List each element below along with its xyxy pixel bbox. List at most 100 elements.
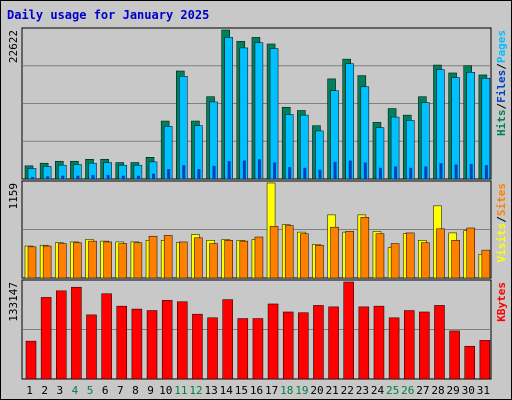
bar-kbytes-day-27 [419, 311, 430, 380]
bar-pages-day-21 [333, 161, 337, 179]
bar-pages-day-30 [469, 163, 473, 179]
bar-pages-day-4 [76, 175, 80, 179]
bar-kbytes-day-10 [161, 300, 173, 380]
bar-pages-day-6 [106, 175, 110, 179]
x-tick-day-17: 17 [265, 384, 278, 397]
bar-sites-day-20 [315, 244, 324, 279]
bar-pages-day-11 [182, 165, 186, 179]
bar-kbytes-day-16 [252, 318, 264, 380]
panel-volume-ymax-label: 133147 [7, 282, 20, 322]
bar-pages-day-16 [257, 159, 261, 179]
bar-sites-day-22 [345, 231, 354, 279]
x-tick-day-29: 29 [447, 384, 460, 397]
panel-visitors: 1159 Visits/Sites [7, 180, 508, 279]
bar-files-day-11 [179, 76, 188, 180]
x-tick-day-22: 22 [341, 384, 354, 397]
bar-kbytes-day-30 [464, 345, 475, 380]
bar-sites-day-9 [148, 235, 158, 279]
x-tick-day-7: 7 [117, 384, 124, 397]
bar-pages-day-17 [273, 162, 277, 179]
legend-separator-label: / [495, 63, 508, 70]
bar-kbytes-day-15 [237, 318, 249, 380]
bar-sites-day-23 [360, 217, 370, 279]
bar-files-day-29 [451, 77, 460, 180]
bar-kbytes-day-19 [298, 312, 309, 380]
bar-sites-day-21 [330, 226, 339, 279]
bar-kbytes-day-31 [479, 340, 491, 380]
bar-pages-day-1 [31, 177, 34, 179]
x-tick-day-3: 3 [57, 384, 64, 397]
x-tick-day-11: 11 [174, 384, 187, 397]
x-tick-day-18: 18 [280, 384, 293, 397]
bar-pages-day-14 [227, 161, 231, 179]
bar-pages-day-24 [378, 167, 382, 179]
bar-sites-day-29 [451, 240, 460, 279]
bar-kbytes-day-12 [192, 313, 203, 380]
bar-pages-day-19 [303, 167, 307, 179]
bar-sites-day-17 [269, 226, 279, 279]
bar-kbytes-day-11 [177, 301, 188, 380]
bar-kbytes-day-23 [358, 306, 370, 380]
x-tick-day-27: 27 [416, 384, 429, 397]
panel-visitors-legend: Visits/Sites [495, 183, 508, 263]
bar-pages-day-29 [454, 164, 458, 179]
x-tick-day-5: 5 [87, 384, 94, 397]
bar-pages-day-8 [136, 175, 140, 179]
bar-kbytes-day-3 [56, 290, 67, 380]
bar-sites-day-12 [194, 237, 203, 279]
bar-kbytes-day-29 [449, 330, 460, 380]
bar-sites-day-5 [88, 240, 97, 279]
panel-traffic-legend: Hits/Files/Pages [495, 30, 508, 136]
bar-files-day-30 [466, 72, 475, 180]
bar-pages-day-26 [409, 167, 413, 179]
bar-sites-day-1 [27, 246, 37, 279]
panel-visitors-ymax-label: 1159 [7, 183, 20, 210]
bar-pages-day-12 [197, 169, 201, 179]
bar-sites-day-19 [300, 233, 309, 279]
chart-panels: 22622Hits/Files/Pages1159Visits/Sites133… [7, 27, 508, 380]
bar-pages-day-23 [363, 162, 367, 179]
legend-visits-label: Visits [495, 223, 508, 263]
bar-pages-day-28 [439, 163, 443, 179]
bar-pages-day-25 [394, 166, 398, 179]
legend-separator-label: / [495, 216, 508, 223]
x-tick-day-16: 16 [250, 384, 263, 397]
legend-pages-label: Pages [495, 30, 508, 63]
x-tick-day-25: 25 [386, 384, 399, 397]
bar-sites-day-10 [163, 235, 173, 279]
bar-pages-day-10 [167, 169, 171, 179]
x-tick-day-10: 10 [159, 384, 172, 397]
bar-sites-day-16 [254, 236, 264, 279]
bar-kbytes-day-18 [282, 311, 294, 380]
bar-sites-day-3 [58, 243, 67, 279]
legend-hits-label: Hits [495, 110, 508, 137]
x-tick-day-19: 19 [295, 384, 308, 397]
bar-pages-day-15 [242, 160, 246, 179]
bar-pages-day-2 [46, 176, 50, 179]
bar-sites-day-30 [466, 227, 475, 279]
bar-sites-day-11 [179, 241, 188, 279]
bar-kbytes-day-22 [343, 281, 354, 380]
bar-sites-day-26 [405, 232, 415, 279]
bar-sites-day-7 [118, 243, 128, 279]
x-tick-day-2: 2 [41, 384, 48, 397]
bar-files-day-17 [269, 48, 279, 180]
bar-kbytes-day-8 [131, 308, 143, 380]
bar-kbytes-day-21 [328, 306, 339, 380]
chart-title: Daily usage for January 2025 [7, 8, 209, 22]
bar-kbytes-day-28 [434, 305, 445, 380]
bar-sites-day-28 [436, 228, 445, 279]
x-tick-day-24: 24 [371, 384, 385, 397]
bar-kbytes-day-2 [40, 297, 52, 380]
x-tick-day-12: 12 [189, 384, 202, 397]
bar-kbytes-day-6 [101, 293, 112, 380]
bar-sites-day-13 [209, 243, 218, 279]
x-tick-day-31: 31 [477, 384, 490, 397]
x-tick-day-23: 23 [356, 384, 369, 397]
x-tick-day-13: 13 [204, 384, 217, 397]
x-tick-day-8: 8 [132, 384, 139, 397]
x-tick-day-1: 1 [26, 384, 33, 397]
